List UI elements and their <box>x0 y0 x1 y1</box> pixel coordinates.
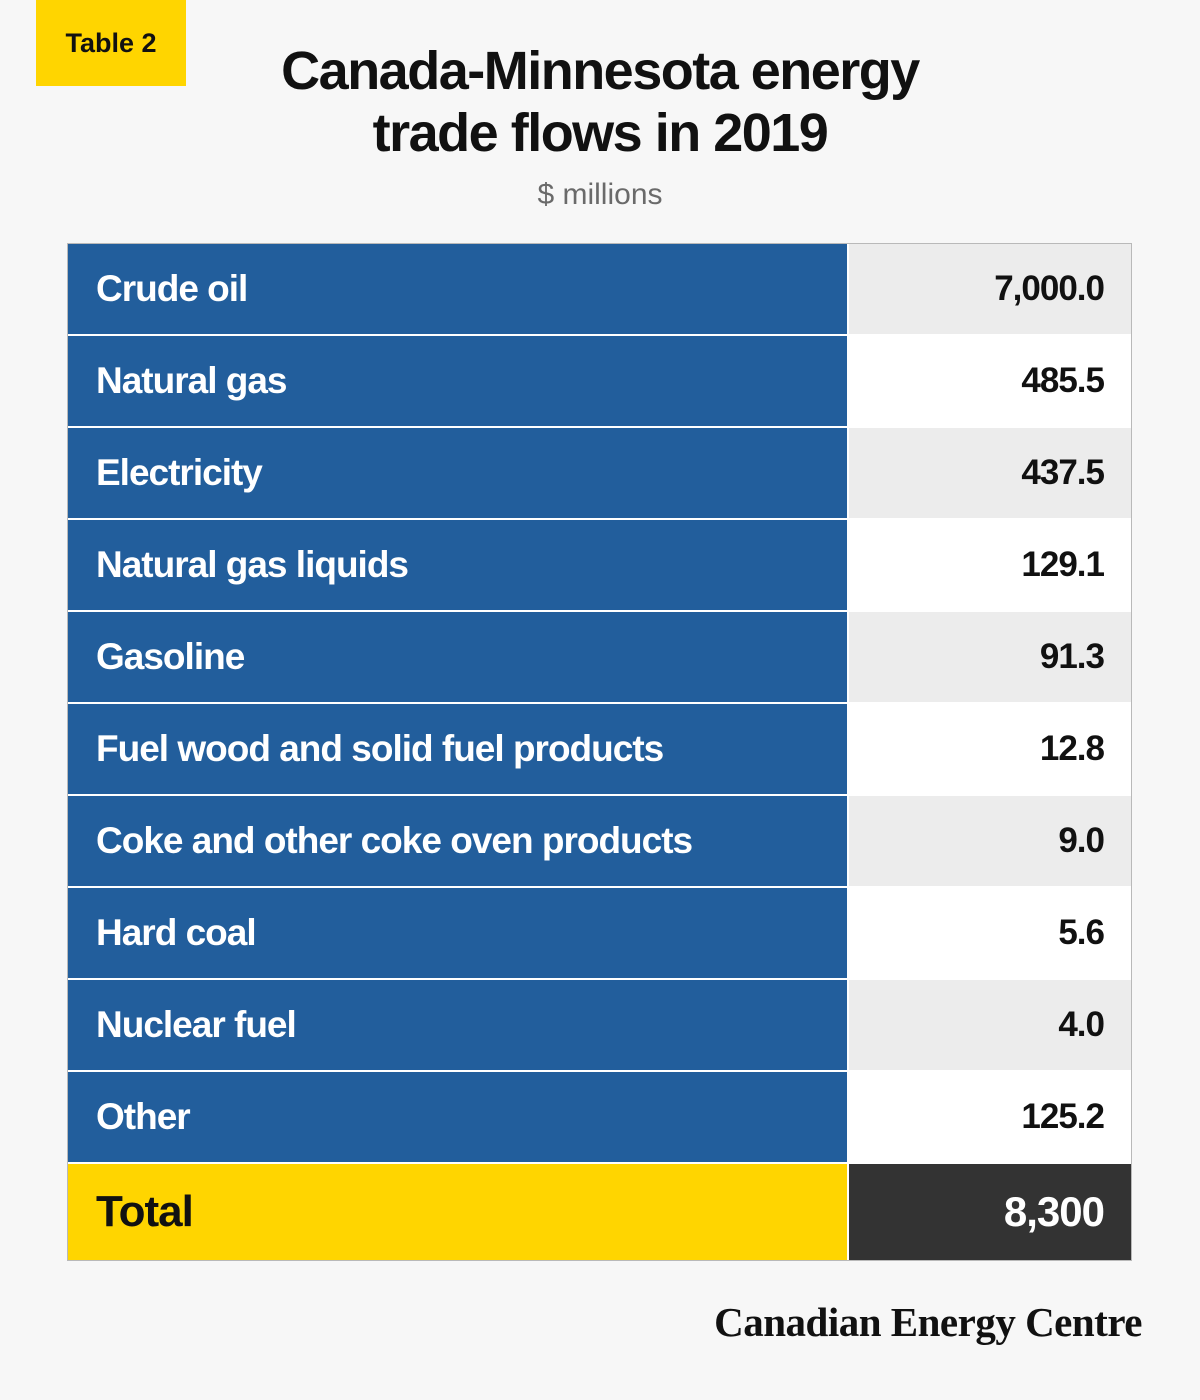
row-value: 125.2 <box>849 1072 1131 1162</box>
row-value: 91.3 <box>849 612 1131 702</box>
row-value: 9.0 <box>849 796 1131 886</box>
table-row: Fuel wood and solid fuel products 12.8 <box>68 704 1131 796</box>
table-row: Coke and other coke oven products 9.0 <box>68 796 1131 888</box>
brand-logo-text: Canadian Energy Centre <box>714 1299 1142 1345</box>
page-title: Canada-Minnesota energy trade flows in 2… <box>0 40 1200 164</box>
total-label: Total <box>68 1164 849 1260</box>
row-value: 437.5 <box>849 428 1131 518</box>
total-row: Total 8,300 <box>68 1164 1131 1260</box>
table-row: Crude oil 7,000.0 <box>68 244 1131 336</box>
row-label: Coke and other coke oven products <box>68 796 849 886</box>
table-row: Electricity 437.5 <box>68 428 1131 520</box>
energy-trade-table: Crude oil 7,000.0 Natural gas 485.5 Electric… <box>67 243 1132 1261</box>
total-value: 8,300 <box>849 1164 1131 1260</box>
row-label: Natural gas liquids <box>68 520 849 610</box>
row-label: Hard coal <box>68 888 849 978</box>
table-row: Nuclear fuel 4.0 <box>68 980 1131 1072</box>
table-row: Natural gas liquids 129.1 <box>68 520 1131 612</box>
table-row: Gasoline 91.3 <box>68 612 1131 704</box>
table-row: Hard coal 5.6 <box>68 888 1131 980</box>
row-label: Fuel wood and solid fuel products <box>68 704 849 794</box>
row-label: Natural gas <box>68 336 849 426</box>
title-line-2: trade flows in 2019 <box>372 103 829 163</box>
title-line-1: Canada-Minnesota energy <box>281 41 920 101</box>
row-label: Nuclear fuel <box>68 980 849 1070</box>
table-row: Natural gas 485.5 <box>68 336 1131 428</box>
row-value: 485.5 <box>849 336 1131 426</box>
row-label: Gasoline <box>68 612 849 702</box>
unit-subtitle: $ millions <box>537 178 663 211</box>
row-value: 4.0 <box>849 980 1131 1070</box>
row-value: 129.1 <box>849 520 1131 610</box>
row-value: 7,000.0 <box>849 244 1131 334</box>
row-label: Other <box>68 1072 849 1162</box>
row-label: Electricity <box>68 428 849 518</box>
row-value: 5.6 <box>849 888 1131 978</box>
row-value: 12.8 <box>849 704 1131 794</box>
table-number-badge: Table 2 <box>36 0 186 86</box>
row-label: Crude oil <box>68 244 849 334</box>
table-row: Other 125.2 <box>68 1072 1131 1164</box>
